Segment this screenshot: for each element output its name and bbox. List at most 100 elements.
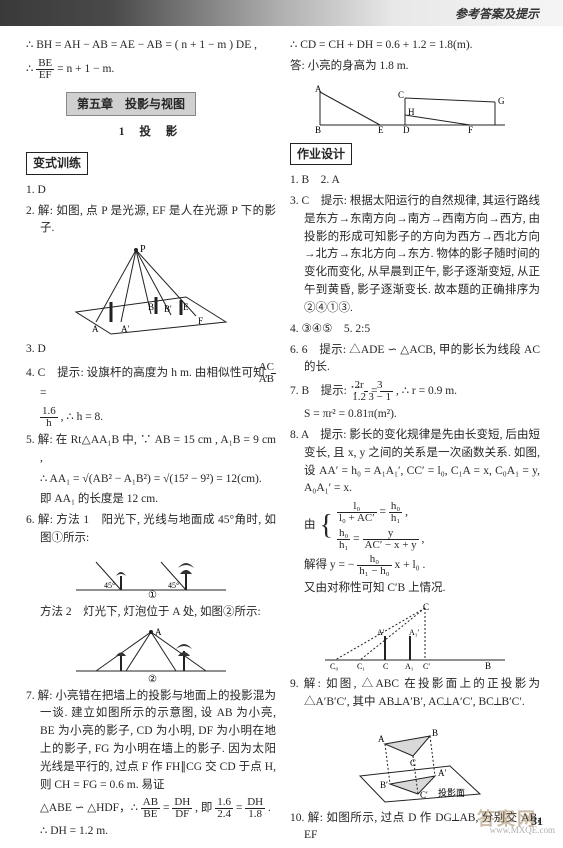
- item-4: 4. C 提示: 设旗杆的高度为 h m. 由相似性可知, AC AB =: [26, 362, 276, 403]
- lD: D: [403, 125, 410, 135]
- text: △ABE ∽ △HDF，∴: [40, 803, 141, 815]
- item-7b: △ABE ∽ △HDF，∴ ABBE = DHDF , 即 1.62.4 = D…: [26, 797, 276, 820]
- frac: DHDF: [172, 797, 192, 820]
- lC: C: [410, 758, 416, 768]
- text: =: [163, 803, 172, 815]
- text: =: [236, 803, 245, 815]
- lCcol: C: [383, 662, 388, 671]
- lCp: C′: [420, 790, 428, 800]
- label-B: B: [148, 302, 154, 312]
- item-5c: 即 AA₁ 的长度是 12 cm.: [26, 491, 276, 509]
- d: h₁: [337, 540, 350, 551]
- label-A: A: [92, 324, 99, 334]
- r-i8sys: 由 { l₀l₀ + AC′ = h₀h₁ , h₀h₁ = yAC′ − x …: [290, 501, 540, 551]
- eq: =: [353, 533, 362, 545]
- d: 1.8: [245, 809, 265, 820]
- lA: A: [315, 84, 322, 94]
- lC: C: [423, 602, 429, 612]
- item-5a: 5. 解: 在 Rt△AA₁B 中, ∵ AB = 15 cm , A₁B = …: [26, 432, 276, 468]
- frac: 33 − 1: [380, 380, 393, 403]
- text: 4. C 提示: 设旗杆的高度为 h m. 由相似性可知,: [26, 367, 271, 379]
- lB: B: [485, 661, 491, 671]
- item-7a: 7. 解: 小亮错在把墙上的投影与地面上的投影混为一谈. 建立如图所示的示意图,…: [26, 688, 276, 795]
- line-bh: ∴ BH = AH − AB = AE − AB = ( n + 1 − m )…: [26, 37, 276, 55]
- r-i7: 7. B 提示: ∵ 2r1.2 = 33 − 1 , ∴ r = 0.9 m.: [290, 380, 540, 403]
- text: = n + 1 − m.: [57, 63, 114, 75]
- r-i8c: 解得 y = − h₀h₁ − h₀ x + l₀ .: [290, 554, 540, 577]
- denom: AB: [271, 374, 276, 385]
- label-Ap: A': [121, 324, 129, 334]
- frac: DH1.8: [245, 797, 265, 820]
- caption: ②: [148, 674, 157, 684]
- text: , 即: [195, 803, 215, 815]
- lAp: A′: [377, 628, 385, 637]
- frac: ABBE: [141, 797, 160, 820]
- d: l₀ + AC′: [337, 513, 377, 524]
- variant-training-label: 变式训练: [26, 152, 88, 175]
- figure-shadow-diagram: A B C E D H F G: [310, 80, 520, 135]
- r-i4: 4. ③④⑤ 5. 2:5: [290, 321, 540, 339]
- item-3: 3. D: [26, 341, 276, 359]
- lE: E: [378, 125, 384, 135]
- text: 由: [304, 517, 316, 535]
- eq: =: [380, 506, 389, 518]
- text: x + l₀ .: [394, 559, 425, 571]
- numer: BE: [36, 58, 54, 70]
- brace-icon: {: [320, 512, 333, 540]
- lA1: A₁: [405, 662, 414, 671]
- d: h₁: [389, 513, 402, 524]
- left-column: ∴ BH = AH − AB = AE − AB = ( n + 1 − m )…: [26, 34, 276, 848]
- item-6b: 方法 2 灯光下, 灯泡位于 A 处, 如图②所示:: [26, 604, 276, 622]
- lG: G: [498, 96, 505, 106]
- r-i7d: S = πr² = 0.81π(m²).: [290, 406, 540, 424]
- d: 3 − 1: [380, 392, 393, 403]
- frac: h₀h₁: [389, 501, 402, 524]
- frac: 1.62.4: [215, 797, 233, 820]
- right-column: ∴ CD = CH + DH = 0.6 + 1.2 = 1.8(m). 答: …: [290, 34, 540, 848]
- frac: h₀h₁ − h₀: [357, 554, 391, 577]
- d: 2.4: [215, 809, 233, 820]
- r2: 答: 小亮的身高为 1.8 m.: [290, 58, 540, 76]
- text: 解得 y = −: [304, 559, 357, 571]
- lC: C: [398, 90, 404, 100]
- lA: A: [378, 734, 385, 744]
- svg-text:45°: 45°: [104, 581, 115, 590]
- r-i3: 3. C 提示: 根据太阳运行的自然规律, 其运行路线是东方→东南方向→南方→西…: [290, 193, 540, 318]
- lF: F: [468, 125, 473, 135]
- lBp: B′: [380, 780, 388, 790]
- lA1p: A₁′: [409, 628, 420, 637]
- frac: yAC′ − x + y: [363, 528, 419, 551]
- content-columns: ∴ BH = AH − AB = AE − AB = ( n + 1 − m )…: [0, 26, 563, 848]
- comma: ,: [422, 533, 425, 545]
- text: ∴: [26, 63, 36, 75]
- lAp: A′: [438, 768, 446, 778]
- chapter-heading: 第五章 投影与视图: [66, 92, 196, 117]
- lB: B: [432, 728, 438, 738]
- comma: ,: [405, 506, 408, 518]
- frac-be-ef: BE EF: [36, 58, 54, 81]
- text: .: [268, 803, 271, 815]
- header-banner: 参考答案及提示: [0, 0, 563, 26]
- frac-16-h: 1.6 h: [40, 406, 58, 429]
- header-title: 参考答案及提示: [455, 5, 539, 22]
- d: h₁ − h₀: [357, 566, 391, 577]
- lplane: 投影面: [438, 787, 465, 798]
- denom: EF: [36, 70, 54, 81]
- r-i8a: 8. A 提示: 影长的变化规律是先由长变短, 后由短变长, 且 x, y 之间…: [290, 427, 540, 498]
- svg-text:45°: 45°: [168, 581, 179, 590]
- line-frac: ∴ BE EF = n + 1 − m.: [26, 58, 276, 81]
- section-title: 1 投 影: [26, 124, 276, 142]
- lC1: C₁: [357, 662, 365, 671]
- label-P: P: [140, 244, 146, 255]
- d: BE: [141, 809, 160, 820]
- caption: ①: [148, 590, 157, 600]
- figure-light-source: P A A' B B' E F: [66, 242, 236, 337]
- sub-watermark: www.MXQE.com: [490, 825, 555, 835]
- denom: h: [40, 418, 58, 429]
- figure-moving-shadow: C A′ A₁′ C₀ C₁ C A₁ C′ B: [315, 602, 515, 672]
- d: DF: [172, 809, 192, 820]
- label-F: F: [198, 316, 203, 326]
- text: , ∴ h = 8.: [61, 411, 104, 423]
- item-5b: ∴ AA₁ = √(AB² − A₁B²) = √(15² − 9²) = 12…: [26, 471, 276, 489]
- r-i1: 1. B 2. A: [290, 172, 540, 190]
